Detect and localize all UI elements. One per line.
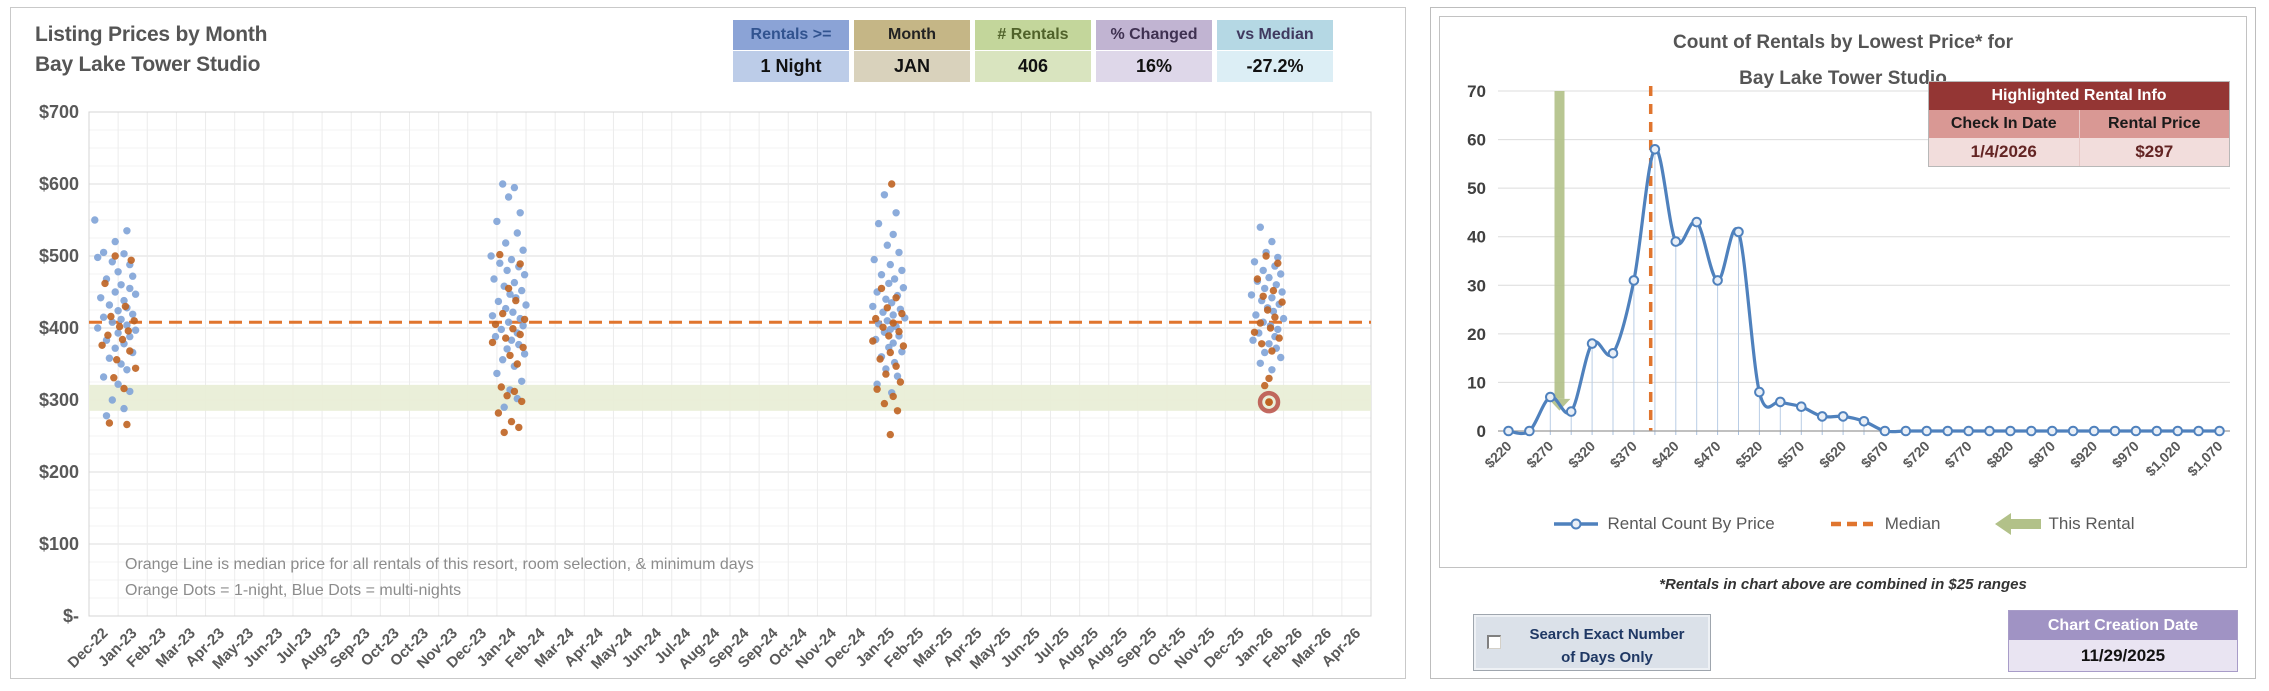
- legend-label-0: Rental Count By Price: [1607, 514, 1775, 533]
- svg-text:$920: $920: [2067, 438, 2100, 471]
- check-in-date-value: 1/4/2026: [1929, 138, 2079, 166]
- chart-footnote: *Rentals in chart above are combined in …: [1659, 576, 2027, 593]
- chart-creation-date-value: 11/29/2025: [2009, 640, 2237, 671]
- annotation-line-1: Orange Line is median price for all rent…: [125, 556, 754, 573]
- right-chart-title: Count of Rentals by Lowest Price* for Ba…: [1440, 25, 2246, 97]
- summary-table: Rentals >= 1 Night Month JAN # Rentals 406% C…: [733, 20, 1333, 82]
- summary-col-4: vs Median -27.2%: [1217, 20, 1333, 82]
- arrow-left-icon: [1994, 513, 2041, 535]
- annotation-line-2: Orange Dots = 1-night, Blue Dots = multi…: [125, 581, 462, 599]
- rental-count-panel: Count of Rentals by Lowest Price* for Ba…: [1430, 7, 2256, 679]
- svg-text:50: 50: [1467, 179, 1486, 198]
- price-scatter-svg: $-$100$200$300$400$500$600$700Dec-22Jan-…: [39, 102, 1372, 673]
- chart-creation-date-box: Chart Creation Date 11/29/2025: [2008, 610, 2238, 672]
- chart-legend: Rental Count By Price Median This Rental: [1440, 513, 2246, 535]
- search-exact-days-label: Search Exact Number of Days Only: [1514, 624, 1700, 669]
- svg-text:$1,020: $1,020: [2142, 438, 2184, 480]
- svg-text:60: 60: [1467, 131, 1486, 150]
- info-table-header-row: Check In Date Rental Price: [1929, 110, 2229, 138]
- svg-text:$270: $270: [1523, 438, 1556, 471]
- svg-text:0: 0: [1477, 422, 1486, 441]
- svg-text:$100: $100: [39, 534, 79, 554]
- right-chart-title-line2: Bay Lake Tower Studio: [1739, 68, 1947, 90]
- svg-text:$200: $200: [39, 462, 79, 482]
- left-chart-title-line1: Listing Prices by Month: [35, 23, 268, 46]
- svg-text:$320: $320: [1565, 438, 1598, 471]
- summary-header-3: % Changed: [1096, 20, 1212, 50]
- svg-text:20: 20: [1467, 325, 1486, 344]
- chart-annotation: Orange Line is median price for all rent…: [125, 552, 754, 603]
- svg-text:70: 70: [1467, 82, 1486, 101]
- left-chart-title-line2: Bay Lake Tower Studio: [35, 53, 261, 77]
- summary-header-1: Month: [854, 20, 970, 50]
- chart-creation-date-label: Chart Creation Date: [2009, 611, 2237, 640]
- summary-col-3: % Changed 16%: [1096, 20, 1212, 82]
- svg-text:$720: $720: [1899, 438, 1932, 471]
- summary-col-0: Rentals >= 1 Night: [733, 20, 849, 82]
- rental-price-value: $297: [2078, 138, 2229, 166]
- rental-price-header: Rental Price: [2078, 110, 2229, 138]
- summary-value-2[interactable]: 406: [975, 51, 1091, 82]
- legend-item-0: Rental Count By Price: [1552, 514, 1775, 534]
- svg-text:$220: $220: [1481, 438, 1514, 471]
- svg-text:40: 40: [1467, 228, 1486, 247]
- summary-value-3[interactable]: 16%: [1096, 51, 1212, 82]
- right-chart-title-line1: Count of Rentals by Lowest Price* for: [1673, 32, 2013, 53]
- legend-label-2: This Rental: [2048, 514, 2135, 533]
- checkbox-label-line1: Search Exact Number: [1529, 626, 1685, 643]
- summary-value-1[interactable]: JAN: [854, 51, 970, 82]
- svg-text:$520: $520: [1732, 438, 1765, 471]
- svg-text:$420: $420: [1649, 438, 1682, 471]
- dashed-line-icon: [1830, 521, 1875, 527]
- summary-col-1: Month JAN: [854, 20, 970, 82]
- summary-header-2: # Rentals: [975, 20, 1091, 50]
- svg-text:$370: $370: [1607, 438, 1640, 471]
- summary-header-4: vs Median: [1217, 20, 1333, 50]
- info-table-title: Highlighted Rental Info: [1929, 82, 2229, 110]
- svg-text:$620: $620: [1816, 438, 1849, 471]
- line-marker-icon: [1553, 518, 1598, 530]
- search-exact-days-checkbox[interactable]: [1487, 635, 1501, 649]
- info-table-value-row: 1/4/2026 $297: [1929, 138, 2229, 166]
- svg-text:30: 30: [1467, 276, 1486, 295]
- svg-text:$470: $470: [1690, 438, 1723, 471]
- summary-col-2: # Rentals 406: [975, 20, 1091, 82]
- summary-header-0: Rentals >=: [733, 20, 849, 50]
- svg-text:$870: $870: [2025, 438, 2058, 471]
- check-in-date-header: Check In Date: [1929, 110, 2079, 138]
- legend-item-1: Median: [1829, 514, 1941, 534]
- svg-text:$700: $700: [39, 102, 79, 122]
- listing-prices-panel: Listing Prices by Month Bay Lake Tower S…: [10, 7, 1406, 679]
- rental-count-svg: 0 10 20 30 40 50 60 70 $220 $270 $320 $370 $420 $470 $…: [1467, 82, 2230, 480]
- svg-text:$770: $770: [1941, 438, 1974, 471]
- svg-text:$300: $300: [39, 390, 79, 410]
- svg-text:$820: $820: [1983, 438, 2016, 471]
- svg-text:$400: $400: [39, 318, 79, 338]
- svg-text:$-: $-: [63, 606, 79, 626]
- rental-count-line-chart: 0 10 20 30 40 50 60 70 $220 $270 $320 $370 $420 $470 $…: [1442, 75, 2254, 516]
- rental-count-chart-frame: Count of Rentals by Lowest Price* for Ba…: [1439, 16, 2247, 568]
- summary-value-0[interactable]: 1 Night: [733, 51, 849, 82]
- legend-item-2: This Rental: [1994, 513, 2135, 535]
- svg-text:$500: $500: [39, 246, 79, 266]
- svg-text:$600: $600: [39, 174, 79, 194]
- price-scatter-chart: $- $100 $200 $300 $400 $500 $600 $700 Dec-22 Jan-…: [19, 98, 1401, 689]
- checkbox-label-line2: of Days Only: [1561, 648, 1653, 666]
- svg-text:$970: $970: [2109, 438, 2142, 471]
- svg-text:10: 10: [1467, 373, 1486, 392]
- search-exact-days-control[interactable]: Search Exact Number of Days Only: [1473, 614, 1711, 671]
- highlighted-rental-info-table: Highlighted Rental Info Check In Date Re…: [1928, 81, 2230, 167]
- left-chart-title: Listing Prices by Month Bay Lake Tower S…: [35, 20, 267, 81]
- svg-text:$670: $670: [1858, 438, 1891, 471]
- summary-value-4[interactable]: -27.2%: [1217, 51, 1333, 82]
- svg-text:$570: $570: [1774, 438, 1807, 471]
- legend-label-1: Median: [1884, 514, 1941, 533]
- svg-text:$1,070: $1,070: [2184, 438, 2226, 480]
